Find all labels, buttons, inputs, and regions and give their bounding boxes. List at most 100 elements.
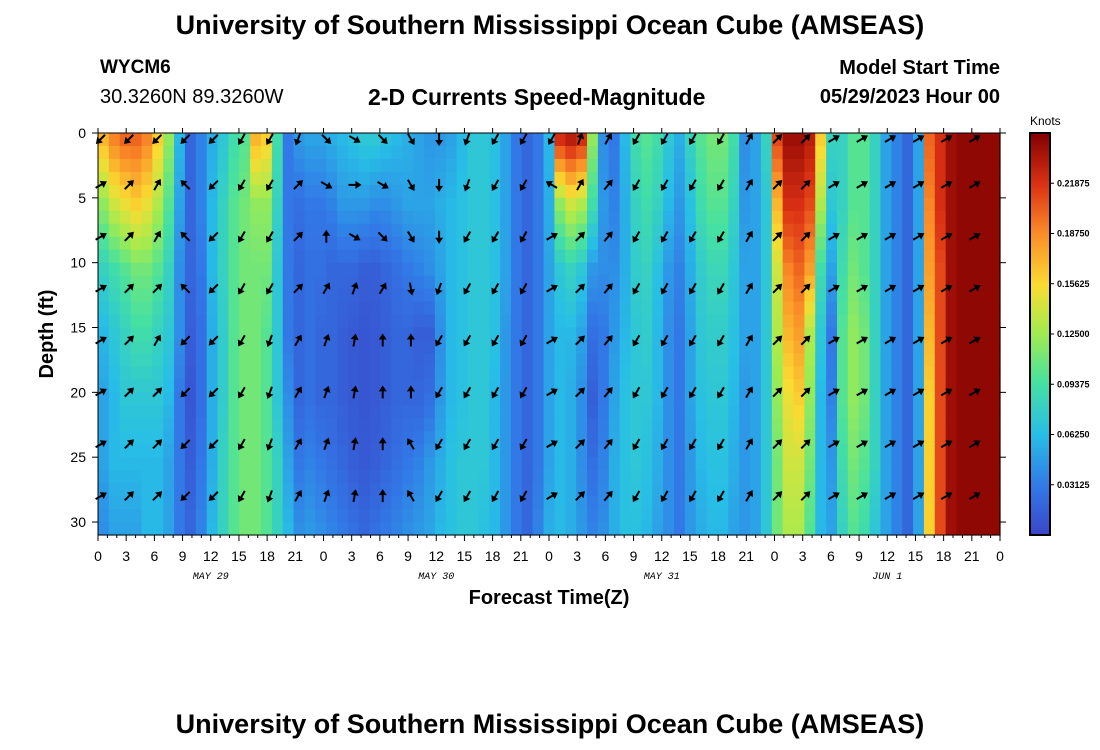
- heat-cell: [597, 483, 610, 497]
- heat-cell: [315, 171, 327, 186]
- arrow-head: [154, 230, 162, 238]
- heat-cell: [858, 522, 871, 536]
- heat-cell: [706, 379, 719, 393]
- heat-cell: [793, 133, 805, 147]
- heat-cell: [130, 457, 143, 471]
- heat-cell: [478, 301, 490, 316]
- arrow-head: [208, 286, 216, 294]
- heat-cell: [489, 457, 501, 471]
- heat-cell: [402, 210, 414, 225]
- heat-cell: [98, 457, 110, 471]
- heat-cell: [184, 288, 197, 303]
- heat-cell: [108, 158, 121, 173]
- heat-cell: [576, 431, 588, 445]
- current-arrow: [153, 334, 162, 347]
- heat-cell: [261, 223, 273, 238]
- heat-cell: [239, 275, 251, 290]
- current-arrow: [603, 490, 613, 502]
- heat-cell: [434, 171, 447, 186]
- heat-cell: [739, 314, 751, 329]
- heat-cell: [619, 249, 632, 264]
- current-arrow: [745, 490, 754, 502]
- heat-cell: [923, 327, 936, 342]
- x-tick-label: 12: [428, 548, 444, 564]
- heat-cell: [597, 145, 610, 160]
- heat-cell: [728, 275, 740, 290]
- heat-cell: [869, 418, 882, 432]
- current-arrow: [828, 388, 840, 397]
- heat-cell: [174, 171, 186, 186]
- heat-cell: [760, 275, 773, 290]
- heat-cell: [554, 158, 566, 173]
- heat-cell: [217, 392, 230, 406]
- heat-cell: [489, 418, 501, 432]
- heat-cell: [934, 522, 947, 536]
- heat-cell: [239, 496, 251, 510]
- heat-cell: [576, 457, 588, 471]
- heat-cell: [326, 327, 338, 342]
- heat-cell: [152, 483, 164, 497]
- heat-cell: [576, 483, 588, 497]
- heat-cell: [532, 392, 545, 406]
- heat-cell: [282, 353, 295, 368]
- heat-cell: [152, 210, 164, 225]
- heat-cell: [673, 288, 686, 303]
- current-arrow: [688, 231, 697, 243]
- current-arrow: [519, 490, 528, 503]
- heat-cell: [304, 171, 316, 186]
- heat-cell: [369, 158, 382, 173]
- heat-cell: [608, 405, 621, 419]
- heat-cell: [402, 301, 414, 316]
- heat-cell: [456, 314, 469, 329]
- current-arrow: [237, 231, 246, 243]
- heat-cell: [869, 470, 882, 484]
- heat-cell: [206, 301, 219, 316]
- heat-cell: [956, 158, 968, 173]
- heat-cell: [467, 262, 479, 277]
- heat-cell: [913, 470, 925, 484]
- heat-cell: [684, 210, 697, 225]
- arrow-head: [832, 388, 840, 396]
- heat-cell: [543, 210, 556, 225]
- heat-cell: [217, 522, 230, 536]
- heat-cell: [445, 470, 458, 484]
- arrow-head: [350, 333, 359, 341]
- heat-cell: [141, 379, 153, 393]
- heat-cell: [282, 431, 295, 445]
- heat-cell: [467, 366, 479, 380]
- heat-cell: [532, 457, 545, 471]
- heat-cell: [543, 444, 556, 458]
- current-arrow: [406, 490, 415, 502]
- current-arrow: [800, 283, 811, 294]
- heat-cell: [989, 366, 1001, 380]
- heat-cell: [510, 418, 523, 432]
- heat-cell: [760, 171, 773, 186]
- current-arrow: [884, 284, 897, 293]
- current-arrow: [632, 490, 641, 503]
- heat-cell: [869, 236, 882, 251]
- arrow-head: [716, 443, 724, 451]
- heat-cell: [717, 522, 729, 536]
- heat-cell: [391, 392, 403, 406]
- heat-cell: [695, 509, 708, 523]
- heat-cell: [565, 133, 577, 147]
- heat-cell: [271, 223, 284, 238]
- arrow-head: [775, 387, 783, 395]
- heat-cell: [967, 392, 979, 406]
- arrow-head: [888, 180, 897, 188]
- arrow-head: [660, 287, 668, 295]
- heat-cell: [836, 314, 849, 329]
- heat-cell: [141, 262, 153, 277]
- heat-cell: [98, 418, 110, 432]
- heat-cell: [141, 366, 153, 380]
- heat-cell: [326, 418, 338, 432]
- heat-cell: [565, 444, 577, 458]
- heat-cell: [934, 133, 947, 147]
- current-arrow: [716, 490, 725, 503]
- heat-cell: [717, 210, 729, 225]
- heat-cell: [608, 457, 621, 471]
- heat-cell: [174, 314, 186, 329]
- current-arrow: [912, 135, 925, 143]
- heat-cell: [619, 457, 632, 471]
- heat-cell: [315, 392, 327, 406]
